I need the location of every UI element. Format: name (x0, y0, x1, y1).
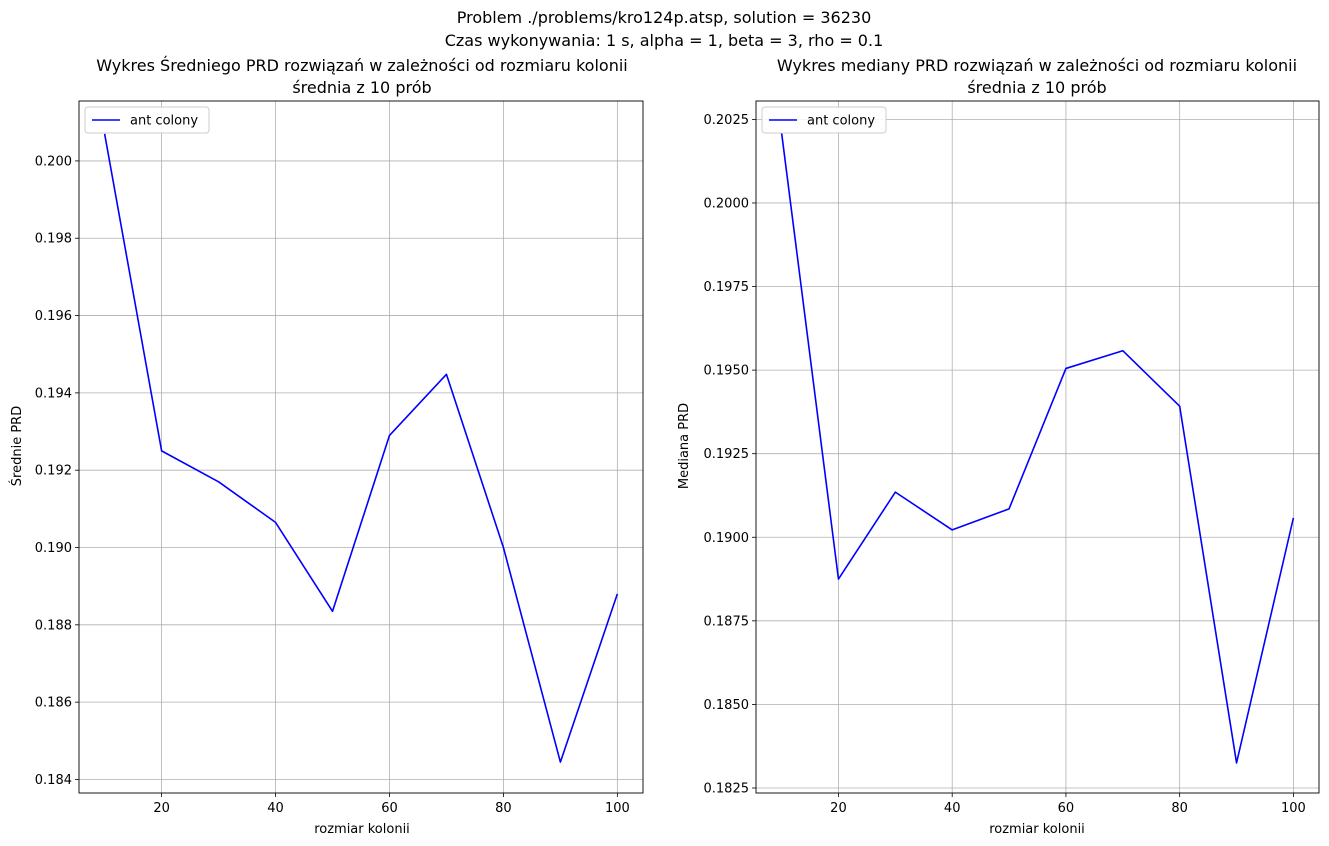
x-tick-label: 60 (1058, 801, 1075, 816)
y-tick-label: 0.1850 (704, 698, 750, 713)
axes-frame (78, 100, 644, 794)
y-axis-label: Mediana PRD (677, 403, 692, 489)
chart-title-line-1: Wykres Średniego PRD rozwiązań w zależno… (96, 56, 627, 75)
y-tick-label: 0.184 (35, 773, 72, 788)
y-tick-label: 0.1950 (704, 364, 750, 379)
x-tick-label: 60 (381, 801, 398, 816)
axes-frame (755, 100, 1320, 794)
x-tick-label: 100 (605, 801, 630, 816)
legend-label: ant colony (807, 114, 875, 129)
chart-title-line-2: średnia z 10 prób (292, 78, 431, 97)
y-tick-label: 0.188 (35, 618, 72, 633)
legend-label: ant colony (130, 114, 198, 129)
legend-box (761, 106, 887, 134)
chart-median-prd: Wykres mediany PRD rozwiązań w zależnośc… (677, 56, 1320, 837)
y-tick-label: 0.2025 (704, 113, 750, 128)
x-axis-label: rozmiar kolonii (989, 822, 1085, 837)
x-tick-label: 20 (830, 801, 847, 816)
y-tick-label: 0.1925 (704, 447, 750, 462)
legend: ant colony (761, 106, 887, 134)
y-tick-label: 0.190 (35, 541, 72, 556)
legend: ant colony (84, 106, 210, 134)
x-tick-label: 80 (1171, 801, 1188, 816)
suptitle-line-1: Problem ./problems/kro124p.atsp, solutio… (457, 8, 872, 27)
y-tick-label: 0.198 (35, 232, 72, 247)
series-line-ant-colony (780, 132, 1295, 764)
chart-title-line-1: Wykres mediany PRD rozwiązań w zależnośc… (777, 56, 1297, 75)
y-tick-label: 0.2000 (704, 196, 750, 211)
x-tick-label: 40 (944, 801, 961, 816)
y-tick-label: 0.1975 (704, 280, 750, 295)
x-tick-label: 80 (495, 801, 512, 816)
y-tick-label: 0.1875 (704, 614, 750, 629)
x-tick-label: 40 (267, 801, 284, 816)
y-tick-label: 0.1900 (704, 531, 750, 546)
x-tick-label: 100 (1281, 801, 1306, 816)
x-tick-label: 20 (153, 801, 170, 816)
suptitle-line-2: Czas wykonywania: 1 s, alpha = 1, beta =… (445, 31, 884, 50)
y-tick-label: 0.194 (35, 386, 72, 401)
x-axis-label: rozmiar kolonii (314, 822, 410, 837)
y-tick-label: 0.200 (35, 154, 72, 169)
y-tick-label: 0.186 (35, 696, 72, 711)
legend-box (84, 106, 210, 134)
y-axis-label: Średnie PRD (9, 406, 25, 486)
y-tick-label: 0.1825 (704, 781, 750, 796)
chart-title-line-2: średnia z 10 prób (967, 78, 1106, 97)
chart-mean-prd: Wykres Średniego PRD rozwiązań w zależno… (9, 56, 644, 837)
y-tick-label: 0.196 (35, 309, 72, 324)
y-tick-label: 0.192 (35, 464, 72, 479)
series-line-ant-colony (103, 133, 619, 763)
